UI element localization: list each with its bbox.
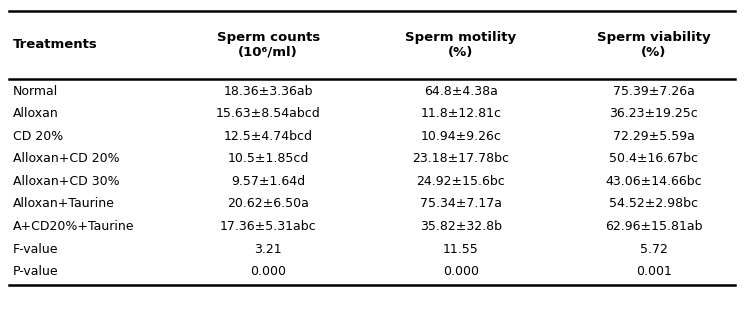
Text: 15.63±8.54abcd: 15.63±8.54abcd: [216, 107, 321, 120]
Text: Alloxan: Alloxan: [13, 107, 58, 120]
Text: P-value: P-value: [13, 265, 58, 278]
Text: 11.8±12.81c: 11.8±12.81c: [420, 107, 501, 120]
Text: Sperm viability
(%): Sperm viability (%): [597, 31, 711, 59]
Text: 54.52±2.98bc: 54.52±2.98bc: [609, 197, 698, 211]
Text: A+CD20%+Taurine: A+CD20%+Taurine: [13, 220, 134, 233]
Text: Alloxan+CD 30%: Alloxan+CD 30%: [13, 175, 119, 188]
Text: 18.36±3.36ab: 18.36±3.36ab: [223, 85, 313, 98]
Text: 0.000: 0.000: [443, 265, 479, 278]
Text: 9.57±1.64d: 9.57±1.64d: [231, 175, 305, 188]
Text: 12.5±4.74bcd: 12.5±4.74bcd: [224, 130, 312, 143]
Text: 5.72: 5.72: [640, 243, 667, 256]
Text: 17.36±5.31abc: 17.36±5.31abc: [220, 220, 316, 233]
Text: Alloxan+Taurine: Alloxan+Taurine: [13, 197, 115, 211]
Text: 0.000: 0.000: [250, 265, 286, 278]
Text: 10.5±1.85cd: 10.5±1.85cd: [228, 152, 309, 165]
Text: 10.94±9.26c: 10.94±9.26c: [420, 130, 501, 143]
Text: Treatments: Treatments: [13, 38, 97, 51]
Text: 20.62±6.50a: 20.62±6.50a: [227, 197, 310, 211]
Text: 72.29±5.59a: 72.29±5.59a: [613, 130, 695, 143]
Text: 23.18±17.78bc: 23.18±17.78bc: [412, 152, 510, 165]
Text: 0.001: 0.001: [635, 265, 672, 278]
Text: 50.4±16.67bc: 50.4±16.67bc: [609, 152, 698, 165]
Text: 3.21: 3.21: [254, 243, 282, 256]
Text: F-value: F-value: [13, 243, 58, 256]
Text: Sperm motility
(%): Sperm motility (%): [405, 31, 516, 59]
Text: Sperm counts
(10⁶/ml): Sperm counts (10⁶/ml): [217, 31, 320, 59]
Text: 43.06±14.66bc: 43.06±14.66bc: [606, 175, 702, 188]
Text: 75.39±7.26a: 75.39±7.26a: [613, 85, 695, 98]
Text: 35.82±32.8b: 35.82±32.8b: [420, 220, 502, 233]
Text: 11.55: 11.55: [443, 243, 479, 256]
Text: 36.23±19.25c: 36.23±19.25c: [609, 107, 698, 120]
Text: Alloxan+CD 20%: Alloxan+CD 20%: [13, 152, 119, 165]
Text: 75.34±7.17a: 75.34±7.17a: [420, 197, 502, 211]
Text: 24.92±15.6bc: 24.92±15.6bc: [417, 175, 505, 188]
Text: CD 20%: CD 20%: [13, 130, 62, 143]
Text: 62.96±15.81ab: 62.96±15.81ab: [605, 220, 702, 233]
Text: Normal: Normal: [13, 85, 58, 98]
Text: 64.8±4.38a: 64.8±4.38a: [424, 85, 498, 98]
